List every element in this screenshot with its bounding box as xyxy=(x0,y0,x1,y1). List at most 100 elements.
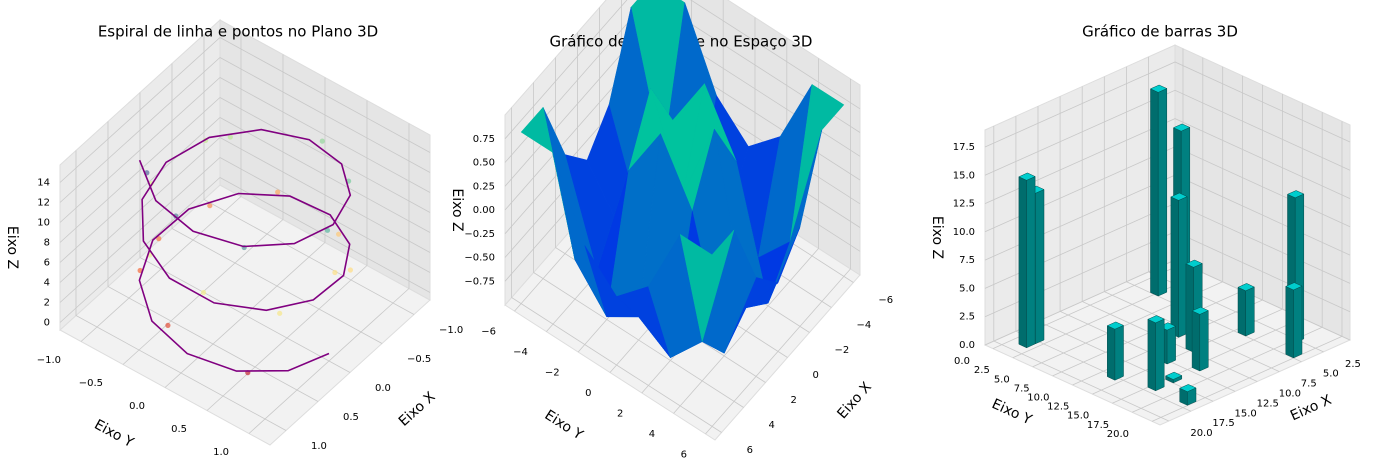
z-tick-label: 12.5 xyxy=(953,199,975,210)
y-tick-label: −6 xyxy=(481,327,496,338)
z-tick-label: 4 xyxy=(44,278,50,289)
y-tick-label: 0.5 xyxy=(171,424,187,435)
grid-line xyxy=(59,77,431,223)
z-tick-label: 0.00 xyxy=(473,205,495,216)
chart-title: Gráfico de barras 3D xyxy=(1082,23,1238,41)
x-tick-label: 0 xyxy=(813,370,819,381)
bar xyxy=(1149,84,1168,297)
z-tick-label: 12 xyxy=(37,198,50,209)
y-tick-label: −2 xyxy=(545,368,560,379)
bar xyxy=(1237,283,1255,337)
grid-line xyxy=(504,0,861,163)
x-tick-label: 10.0 xyxy=(1279,389,1301,400)
bar-top xyxy=(1172,123,1191,132)
grid-line xyxy=(122,54,284,365)
bar xyxy=(1164,371,1183,384)
y-axis-label: Eixo Y xyxy=(542,407,586,443)
grid-line xyxy=(139,92,351,373)
grid-line xyxy=(59,97,431,243)
z-tick-label: −0.50 xyxy=(464,253,495,264)
bar-face xyxy=(1170,196,1179,338)
scatter-point xyxy=(165,322,171,328)
y-tick-label: 15.0 xyxy=(1067,411,1089,422)
grid-line xyxy=(59,57,431,203)
y-tick-label: −1.0 xyxy=(37,355,61,366)
surface-cell xyxy=(679,229,735,342)
grid-line xyxy=(206,100,368,411)
grid-line xyxy=(511,107,722,433)
bar-top xyxy=(1164,371,1183,380)
z-tick-label: 0.75 xyxy=(473,134,495,145)
grid-line xyxy=(171,63,383,344)
grid-line xyxy=(533,82,744,408)
x-tick-label: −6 xyxy=(878,295,893,306)
z-tick-label: 0.25 xyxy=(473,181,495,192)
z-tick-label: 10.0 xyxy=(953,227,975,238)
bar-top xyxy=(1106,321,1125,330)
x-axis-label: Eixo X xyxy=(834,379,875,422)
bar-face xyxy=(1150,88,1159,297)
y-tick-label: 2 xyxy=(617,408,623,419)
scatter-point xyxy=(200,289,207,296)
x-tick-label: −0.5 xyxy=(407,354,431,365)
grid-line xyxy=(203,34,415,315)
grid-line xyxy=(705,78,851,435)
bar-top xyxy=(1149,84,1168,93)
grid-line xyxy=(248,123,410,434)
bar-top xyxy=(1286,190,1305,199)
bar-top xyxy=(1179,384,1197,392)
x-tick-label: 17.5 xyxy=(1212,418,1234,429)
bar-face xyxy=(1293,285,1303,359)
y-tick-label: 12.5 xyxy=(1047,402,1069,413)
y-tick-label: 7.5 xyxy=(1014,383,1030,394)
x-tick-label: 6 xyxy=(747,445,753,456)
y-tick-label: 6 xyxy=(681,449,687,460)
scatter-point xyxy=(227,134,233,140)
bar-face xyxy=(1155,318,1165,392)
bar-top xyxy=(1147,315,1165,324)
y-tick-label: 20.0 xyxy=(1107,429,1129,440)
scatter-point xyxy=(332,269,338,276)
bar xyxy=(1170,192,1188,338)
x-tick-label: 12.5 xyxy=(1257,398,1279,409)
bar-top xyxy=(1170,192,1188,201)
bar-top xyxy=(1237,283,1255,292)
bar xyxy=(1147,315,1165,392)
bar-face xyxy=(1157,88,1168,297)
bar-face xyxy=(1285,286,1294,359)
bar xyxy=(1191,306,1209,372)
y-tick-label: 0 xyxy=(585,388,591,399)
x-tick-label: 2.5 xyxy=(1345,359,1361,370)
grid-line xyxy=(59,117,431,263)
x-tick-label: 4 xyxy=(769,420,775,431)
bar-face xyxy=(1107,325,1116,381)
y-tick-label: 17.5 xyxy=(1087,420,1109,431)
scatter-point xyxy=(347,267,353,273)
scatter-point xyxy=(275,189,281,195)
bar-face xyxy=(1114,325,1124,381)
grid-line xyxy=(984,89,1351,176)
x-tick-label: 2 xyxy=(791,395,797,406)
bar-face xyxy=(1199,310,1209,372)
grid-line xyxy=(59,137,431,283)
z-tick-label: 0.0 xyxy=(959,340,975,351)
y-tick-label: 2.5 xyxy=(974,365,990,376)
bar-top xyxy=(1285,282,1303,291)
bar xyxy=(1106,321,1125,381)
z-axis-label: Eixo Z xyxy=(449,188,465,231)
bar-face xyxy=(1191,310,1201,372)
z-tick-label: 8 xyxy=(44,238,50,249)
bar-top xyxy=(1018,172,1036,181)
bar-face xyxy=(1166,325,1176,365)
bar xyxy=(1179,384,1197,406)
bar-face xyxy=(1147,318,1156,392)
scatter-point xyxy=(336,231,342,237)
bar-top xyxy=(1191,306,1209,315)
z-tick-label: 0 xyxy=(44,318,50,329)
z-tick-label: 6 xyxy=(44,258,50,269)
z-tick-label: 17.5 xyxy=(953,142,975,153)
bar-face xyxy=(1026,176,1036,349)
x-tick-label: −1.0 xyxy=(439,325,463,336)
z-tick-label: 2.5 xyxy=(959,312,975,323)
bar-face xyxy=(1018,176,1027,349)
